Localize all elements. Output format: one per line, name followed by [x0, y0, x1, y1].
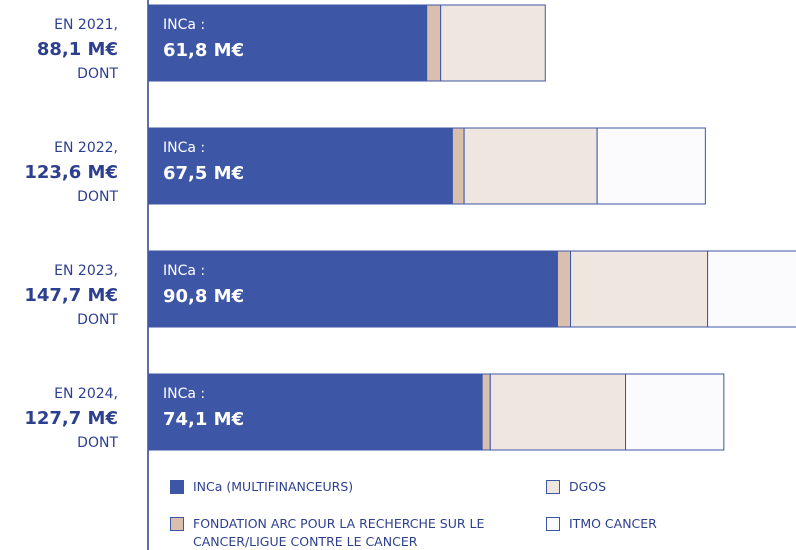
- total-suffix: DONT: [77, 189, 118, 205]
- bar-segment: [426, 4, 442, 82]
- total-label: 88,1 M€: [37, 39, 118, 60]
- bar-segment: [147, 127, 453, 205]
- total-label: 147,7 M€: [24, 285, 118, 306]
- legend-item: INCa (MULTIFINANCEURS): [170, 478, 380, 496]
- bar-segment: [625, 373, 725, 451]
- segment-prefix: INCa :: [163, 17, 205, 33]
- total-suffix: DONT: [77, 312, 118, 328]
- total-suffix: DONT: [77, 66, 118, 82]
- category-label: EN 2024,: [54, 386, 118, 402]
- legend-item: FONDATION ARC POUR LA RECHERCHE SUR LE C…: [170, 515, 510, 550]
- legend-label: INCa (MULTIFINANCEURS): [193, 479, 354, 494]
- legend-swatch: [170, 517, 184, 531]
- segment-value-label: 61,8 M€: [163, 40, 244, 61]
- bar-segment: [481, 373, 491, 451]
- legend-label: ITMO CANCER: [569, 516, 657, 531]
- segment-prefix: INCa :: [163, 263, 205, 279]
- segment-value-label: 67,5 M€: [163, 163, 244, 184]
- bar-segment: [463, 127, 598, 205]
- segment-value-label: 74,1 M€: [163, 409, 244, 430]
- category-label: EN 2021,: [54, 17, 118, 33]
- bar-segment: [596, 127, 706, 205]
- legend-label: DGOS: [569, 479, 607, 494]
- bar-segment: [440, 4, 546, 82]
- segment-value-label: 90,8 M€: [163, 286, 244, 307]
- bar-segment: [570, 250, 709, 328]
- bar-segment: [489, 373, 627, 451]
- bar-segment: [451, 127, 465, 205]
- legend-label: FONDATION ARC POUR LA RECHERCHE SUR LE C…: [193, 516, 485, 549]
- legend-item: DGOS: [546, 478, 746, 496]
- total-label: 123,6 M€: [24, 162, 118, 183]
- category-label: EN 2022,: [54, 140, 118, 156]
- segment-prefix: INCa :: [163, 386, 205, 402]
- legend-swatch: [546, 480, 560, 494]
- bar-segment: [147, 4, 428, 82]
- category-label: EN 2023,: [54, 263, 118, 279]
- bar-segment: [147, 250, 558, 328]
- segment-prefix: INCa :: [163, 140, 205, 156]
- total-label: 127,7 M€: [24, 408, 118, 429]
- bar-segment: [707, 250, 796, 328]
- legend-swatch: [546, 517, 560, 531]
- bar-segment: [556, 250, 572, 328]
- legend-swatch: [170, 480, 184, 494]
- legend-item: ITMO CANCER: [546, 515, 746, 533]
- total-suffix: DONT: [77, 435, 118, 451]
